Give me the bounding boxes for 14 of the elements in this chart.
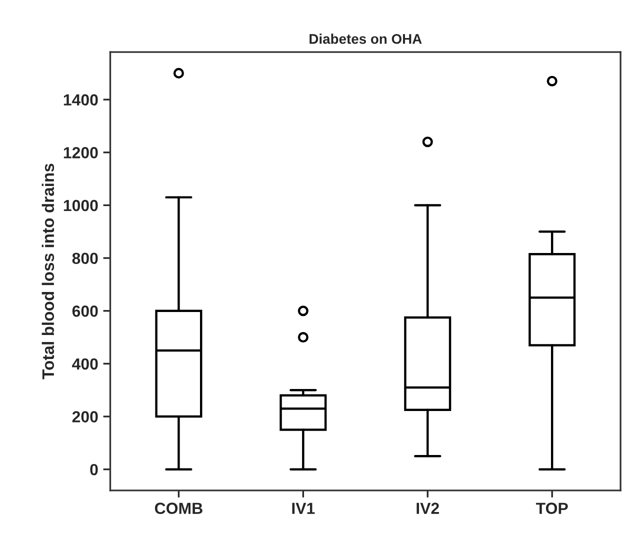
y-tick-label: 600 [72,306,98,317]
x-tick-label: IV1 [292,502,315,514]
y-tick-label: 1000 [64,200,98,212]
y-tick-label: 200 [72,411,98,422]
y-tick-label: 400 [72,358,98,370]
y-tick-label: 800 [72,252,98,264]
x-tick-label: TOP [536,502,568,514]
x-tick-label: IV2 [416,502,439,514]
x-tick-label: COMB [154,502,202,514]
y-axis-title: Total blood loss into drains [42,164,54,380]
chart-title: Diabetes on OHA [310,34,422,44]
y-tick-label: 0 [90,464,98,476]
y-tick-label: 1400 [64,94,98,106]
y-tick-label: 1200 [64,147,98,158]
